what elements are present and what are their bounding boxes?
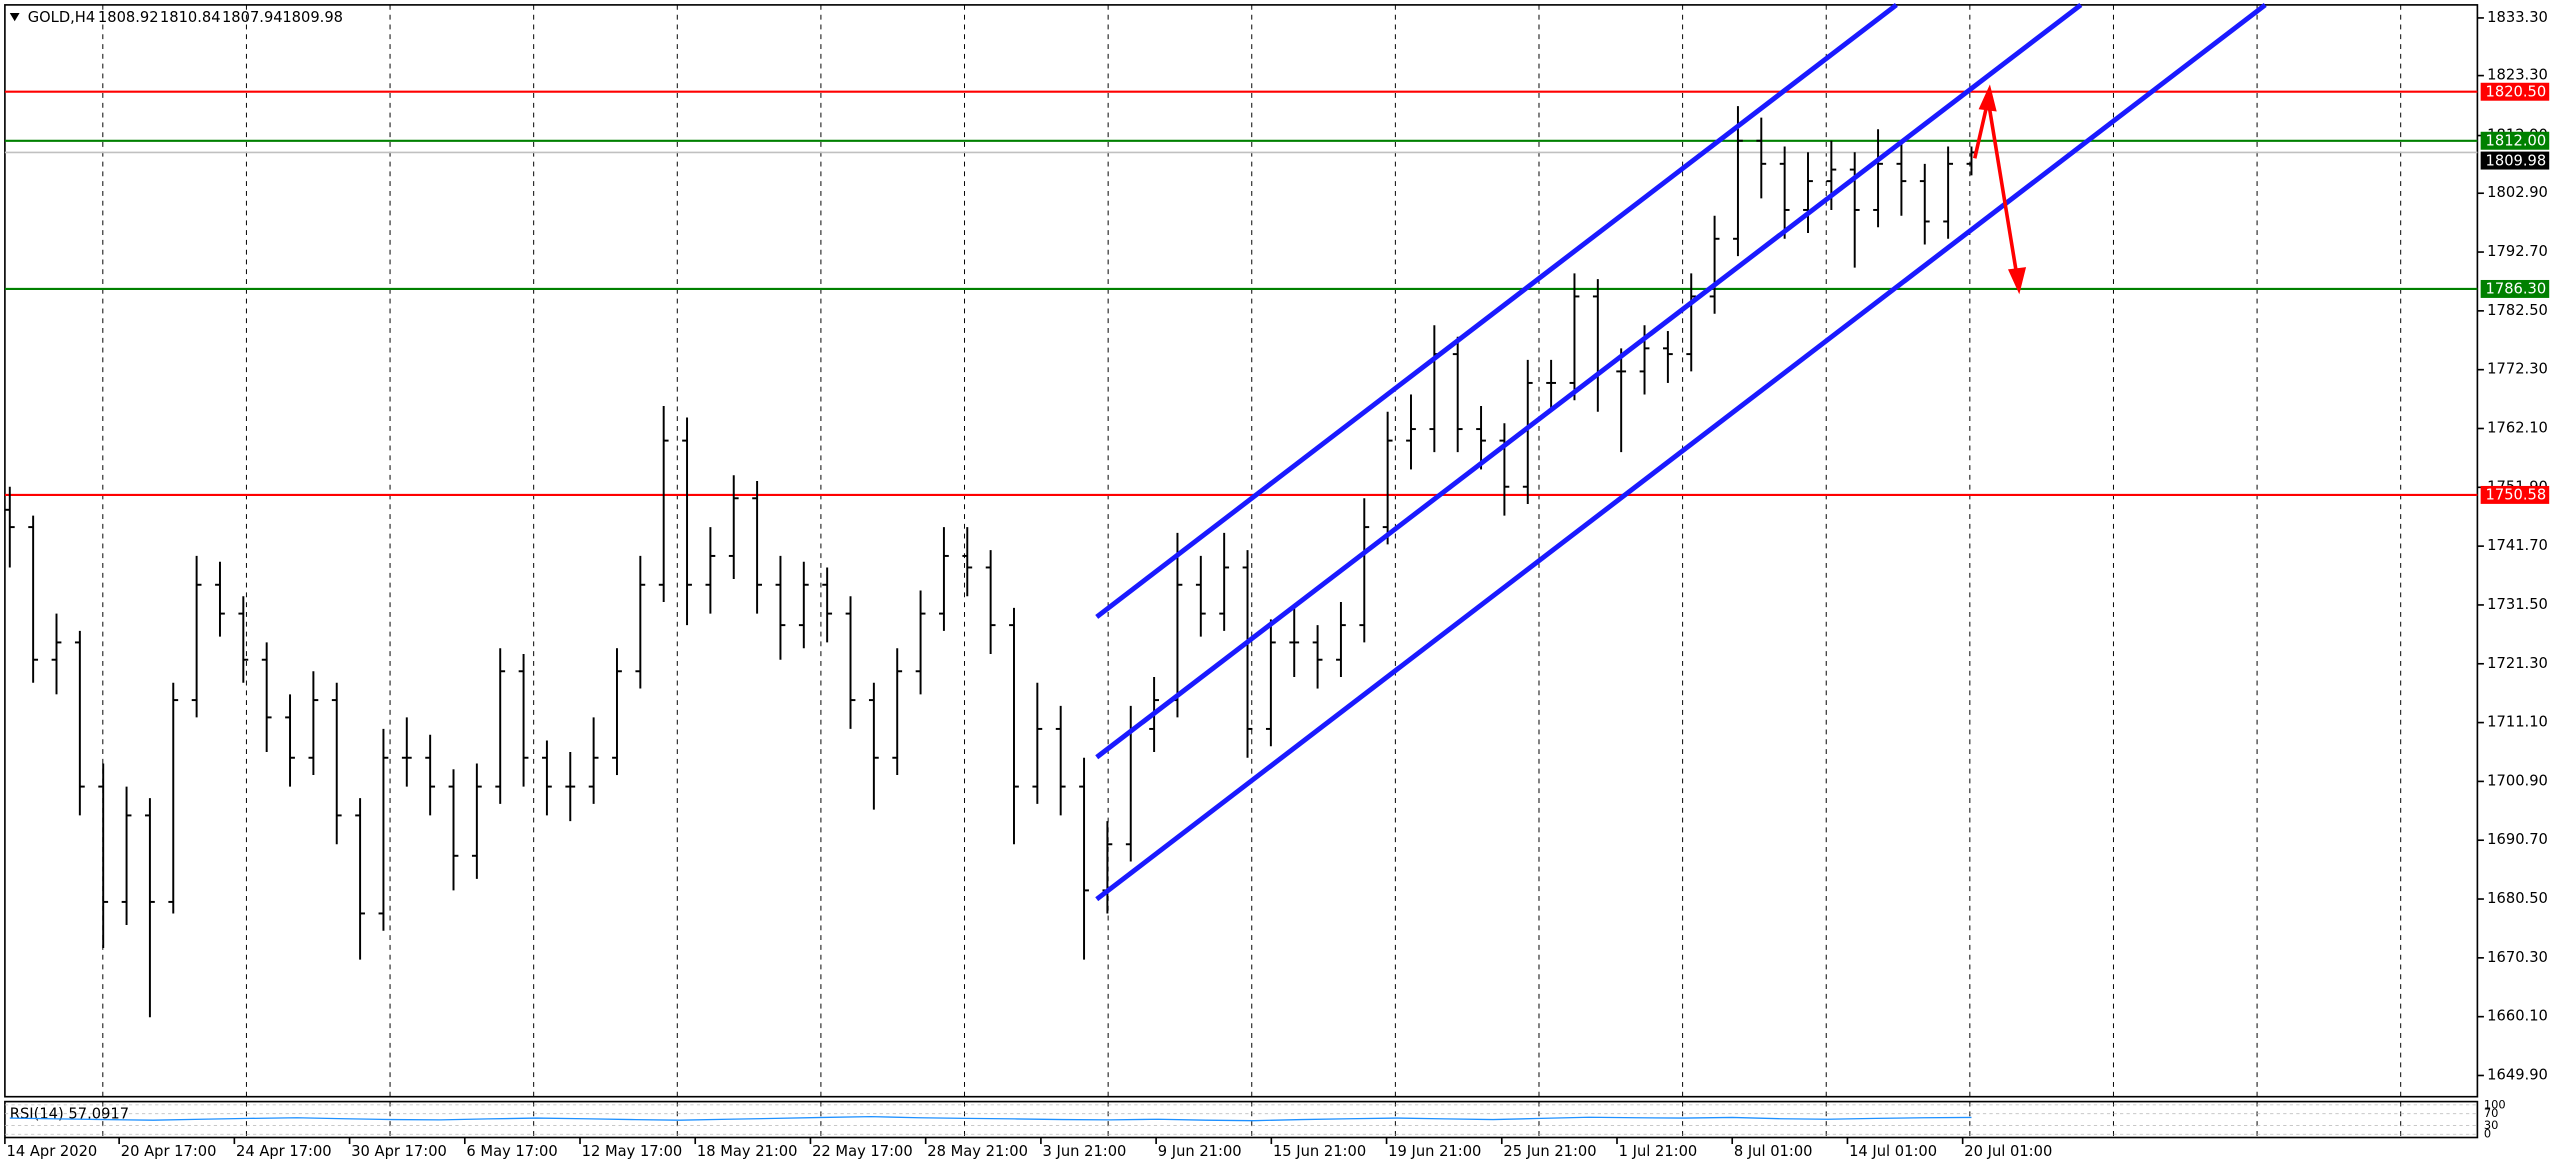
y-tick-label: 1833.30 bbox=[2487, 9, 2548, 26]
y-tick-label: 1731.50 bbox=[2487, 596, 2548, 613]
y-tick-label: 1680.50 bbox=[2487, 890, 2548, 907]
x-tick-label: 1 Jul 21:00 bbox=[1619, 1143, 1698, 1160]
header-open: 1808.92 bbox=[98, 9, 159, 26]
plot-frame bbox=[4, 4, 2479, 1098]
x-tick-label: 3 Jun 21:00 bbox=[1043, 1143, 1127, 1160]
level-label: 1812.00 bbox=[2486, 133, 2547, 150]
y-tick-label: 1792.70 bbox=[2487, 243, 2548, 260]
y-tick-label: 1660.10 bbox=[2487, 1008, 2548, 1025]
channel-line bbox=[1095, 2, 2267, 902]
channel-line bbox=[1095, 2, 2083, 760]
level-label-bg bbox=[2480, 279, 2550, 298]
header-high: 1810.84 bbox=[160, 9, 221, 26]
channel-line bbox=[1095, 2, 1898, 619]
forecast-arrows bbox=[1972, 84, 2027, 295]
x-tick-label: 14 Apr 2020 bbox=[7, 1143, 98, 1160]
arrow-head bbox=[2007, 267, 2027, 295]
header-low: 1807.94 bbox=[222, 9, 283, 26]
level-label-bg bbox=[2480, 485, 2550, 504]
y-tick-label: 1711.10 bbox=[2487, 714, 2548, 731]
y-tick-label: 1700.90 bbox=[2487, 772, 2548, 789]
x-tick-label: 12 May 17:00 bbox=[582, 1143, 683, 1160]
arrow-up bbox=[1972, 100, 1990, 159]
x-tick-label: 24 Apr 17:00 bbox=[236, 1143, 332, 1160]
x-tick-label: 25 Jun 21:00 bbox=[1503, 1143, 1596, 1160]
y-tick-label: 1670.30 bbox=[2487, 949, 2548, 966]
x-tick-label: 6 May 17:00 bbox=[466, 1143, 557, 1160]
rsi-tick-label: 0 bbox=[2484, 1127, 2491, 1141]
x-tick-label: 20 Jul 01:00 bbox=[1964, 1143, 2052, 1160]
levels bbox=[4, 90, 2478, 496]
level-label: 1809.98 bbox=[2486, 152, 2547, 169]
x-tick-label: 20 Apr 17:00 bbox=[121, 1143, 217, 1160]
x-tick-label: 30 Apr 17:00 bbox=[351, 1143, 447, 1160]
y-tick-label: 1762.10 bbox=[2487, 419, 2548, 436]
x-tick-label: 18 May 21:00 bbox=[697, 1143, 798, 1160]
rsi-tick-label: 30 bbox=[2484, 1118, 2499, 1132]
arrow-down bbox=[1986, 97, 2019, 278]
header-close: 1809.98 bbox=[282, 9, 343, 26]
x-tick-label: 8 Jul 01:00 bbox=[1734, 1143, 1813, 1160]
x-tick-label: 19 Jun 21:00 bbox=[1388, 1143, 1481, 1160]
x-tick-label: 15 Jun 21:00 bbox=[1273, 1143, 1366, 1160]
y-tick-label: 1802.90 bbox=[2487, 184, 2548, 201]
y-tick-label: 1741.70 bbox=[2487, 537, 2548, 554]
rsi-frame bbox=[4, 1100, 2479, 1139]
menu-triangle bbox=[9, 13, 20, 22]
level-label-bg bbox=[2480, 131, 2550, 150]
level-label-bg bbox=[2480, 151, 2550, 170]
rsi-tick-label: 100 bbox=[2484, 1097, 2506, 1111]
rsi-tick-label: 70 bbox=[2484, 1106, 2499, 1120]
y-tick-label: 1772.30 bbox=[2487, 361, 2548, 378]
rsi-line bbox=[9, 1115, 1972, 1122]
level-label: 1786.30 bbox=[2486, 281, 2547, 298]
y-tick-label: 1823.30 bbox=[2487, 67, 2548, 84]
x-tick-label: 14 Jul 01:00 bbox=[1849, 1143, 1937, 1160]
y-tick-label: 1649.90 bbox=[2487, 1066, 2548, 1083]
level-label: 1750.58 bbox=[2486, 487, 2547, 504]
level-label: 1820.50 bbox=[2486, 84, 2547, 101]
y-tick-label: 1721.30 bbox=[2487, 655, 2548, 672]
price-axis: 1833.301823.301812.901802.901792.701782.… bbox=[4, 9, 2550, 1160]
channel bbox=[1095, 2, 2267, 902]
grid bbox=[102, 4, 2402, 1138]
price-bars bbox=[4, 106, 1977, 1018]
symbol-title: GOLD,H4 bbox=[28, 9, 95, 26]
x-tick-label: 28 May 21:00 bbox=[927, 1143, 1028, 1160]
x-tick-label: 9 Jun 21:00 bbox=[1158, 1143, 1242, 1160]
y-tick-label: 1782.50 bbox=[2487, 302, 2548, 319]
x-tick-label: 22 May 17:00 bbox=[812, 1143, 913, 1160]
y-tick-label: 1690.70 bbox=[2487, 831, 2548, 848]
level-label-bg bbox=[2480, 82, 2550, 101]
